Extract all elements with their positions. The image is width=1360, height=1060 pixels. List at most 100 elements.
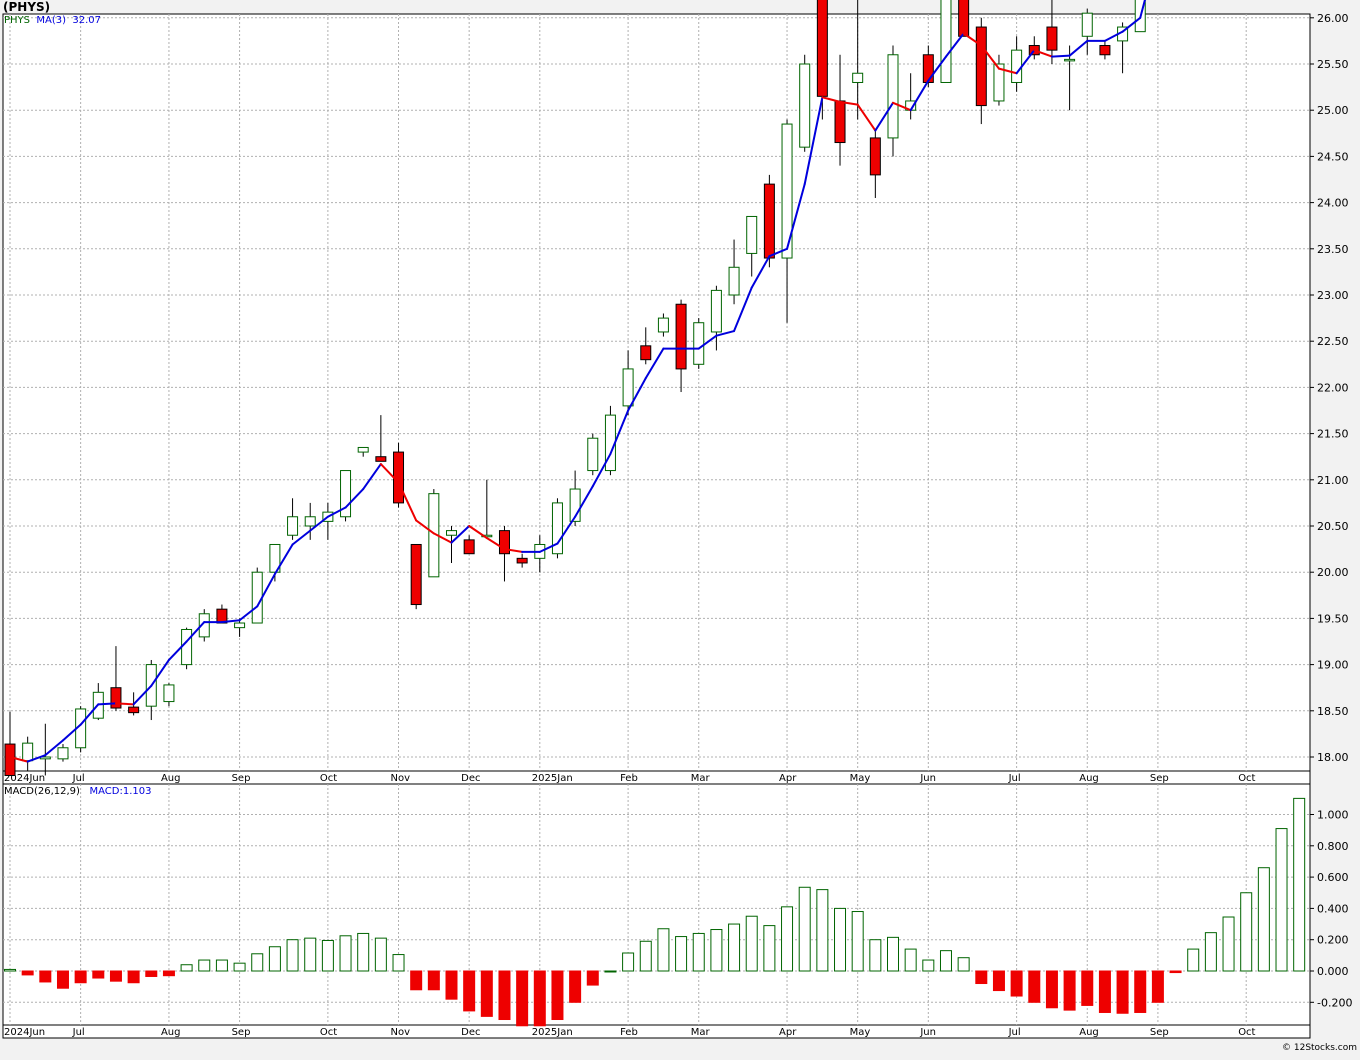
macd-bar [1116,970,1129,1014]
macd-tick-label: -0.200 [1317,996,1352,1009]
macd-bar [869,939,882,972]
price-month-label: Jun [919,773,936,784]
macd-bar [1169,970,1182,974]
candle-body [1064,58,1076,62]
ma3-segment [591,452,612,488]
ma3-segment [786,183,806,250]
price-tick-label: 18.50 [1317,705,1349,718]
candle [304,502,316,540]
macd-bar [127,970,140,984]
macd-bar [215,959,228,972]
price-month-label: Sep [232,773,251,784]
legend-macd-value: MACD:1.103 [89,786,152,797]
macd-bar [233,962,246,972]
ma3-segment [627,377,647,412]
candle [181,627,193,670]
ma3-segment [415,519,435,535]
price-month-label: Jul [1008,773,1021,784]
candle-body [551,502,563,555]
candle [958,0,970,37]
ma3-segment [1015,49,1036,75]
price-tick-label: 20.50 [1317,520,1349,533]
macd-bar [268,946,281,972]
candle [375,415,387,462]
macd-month-label: Aug [1079,1027,1099,1038]
price-tick-label: 23.50 [1317,243,1349,256]
price-tick-label: 22.00 [1317,381,1349,394]
price-panel [2,13,1311,772]
macd-bar [56,970,69,989]
legend-symbol: PHYS [4,15,31,26]
candle [1046,0,1058,64]
candle [446,526,457,563]
ma3-segment [1068,39,1089,57]
candle [57,744,69,762]
macd-bar [39,970,52,983]
ma3-segment [432,532,453,544]
candle-body [710,289,722,333]
candle-body [852,72,864,83]
candle [163,683,175,707]
ma3-segment [503,548,524,553]
candle [1099,40,1111,60]
candle-body [975,26,987,107]
macd-bar [410,970,423,991]
ma3-segment [309,515,329,532]
legend-ma-label: MA(3) [36,15,67,26]
ma3-segment [485,537,506,551]
ma3-segment [733,286,753,333]
candle [587,433,599,476]
macd-month-label: Jun [919,1027,936,1038]
candle-body [57,747,69,760]
candle [693,318,705,369]
candle [340,470,352,522]
candle [410,543,422,610]
ma3-segment [556,515,577,545]
macd-bar [1063,970,1076,1011]
price-tick-label: 19.50 [1317,612,1349,625]
candle-body [816,0,828,97]
candle-body [728,266,740,296]
ma3-segment [944,32,965,58]
macd-bar [816,889,829,972]
macd-month-label: Oct [320,1027,337,1038]
macd-bar [551,970,564,1021]
candle-body [569,488,581,522]
macd-bar [533,970,546,1027]
candle [710,285,722,351]
price-tick-label: 25.50 [1317,58,1349,71]
candle-body [922,54,934,83]
price-month-label: Oct [320,773,337,784]
macd-bar [1257,867,1270,972]
ma3-segment [856,103,877,132]
macd-bar [480,970,493,1017]
macd-tick-label: 0.800 [1317,840,1349,853]
ma3-segment [927,55,947,82]
macd-bar [1204,932,1217,972]
macd-bar [145,970,158,977]
macd-bar [445,970,458,1000]
macd-bar [286,939,299,972]
ma3-segment [26,754,47,763]
macd-bar [92,970,105,979]
macd-bar [992,970,1005,992]
candle-body [993,63,1005,102]
candle [198,609,210,642]
candle-body [163,684,175,703]
macd-bar [1010,970,1023,997]
ma3-segment [892,101,912,112]
macd-bar [1045,970,1058,1009]
price-month-label: Feb [620,773,638,784]
price-month-label: Aug [161,773,181,784]
macd-bar [904,948,917,972]
price-tick-label: 18.00 [1317,751,1349,764]
macd-bar [1098,970,1111,1013]
macd-bar [198,959,211,972]
price-tick-label: 20.00 [1317,566,1349,579]
candle-body [110,687,122,709]
price-legend: PHYS MA(3) 32.07 [4,15,101,26]
ma3-segment [803,96,824,186]
ma3-segment [344,488,365,509]
candle-body [887,54,899,139]
macd-bar [321,939,334,972]
